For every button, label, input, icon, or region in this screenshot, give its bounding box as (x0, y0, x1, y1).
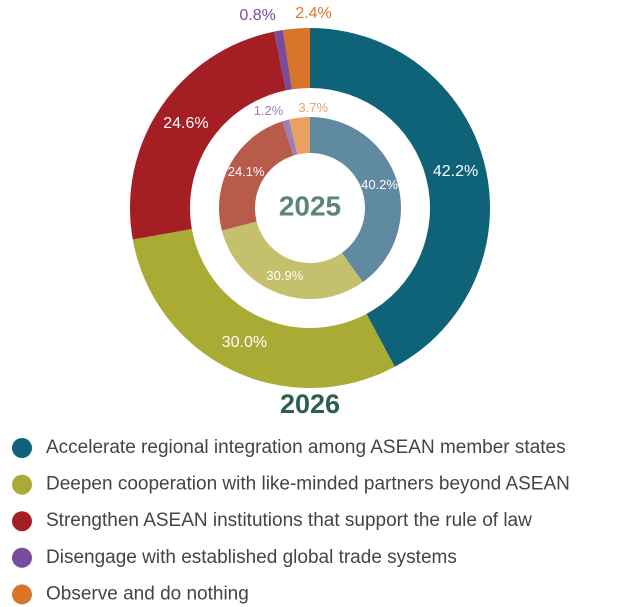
data-label: 24.1% (228, 164, 265, 179)
data-label: 0.8% (239, 7, 275, 24)
data-label: 3.7% (298, 100, 328, 115)
data-label: 2.4% (295, 5, 331, 22)
outer-ring-label: 2026 (280, 389, 340, 419)
legend-label: Accelerate regional integration among AS… (46, 437, 566, 458)
donut-segment (310, 117, 402, 283)
legend-marker (12, 438, 32, 458)
legend-marker (12, 547, 32, 568)
donut-segment (274, 30, 292, 91)
donut-segment (282, 28, 310, 90)
data-label: 1.2% (254, 103, 284, 118)
data-label: 42.2% (433, 163, 478, 180)
donut-segment (310, 28, 490, 367)
donut-segment (221, 221, 363, 299)
donut-segment (289, 117, 310, 155)
data-label: 24.6% (163, 115, 208, 132)
legend-label: Strengthen ASEAN institutions that suppo… (46, 510, 532, 531)
data-label: 40.2% (361, 177, 398, 192)
legend-marker (12, 511, 32, 532)
legend-label: Deepen cooperation with like-minded part… (46, 474, 570, 495)
legend-label: Disengage with established global trade … (46, 547, 457, 568)
data-label: 30.0% (222, 334, 267, 351)
legend-label: Observe and do nothing (46, 583, 249, 604)
legend-marker (12, 584, 32, 605)
donut-segment (282, 119, 298, 156)
donut-segment (130, 31, 287, 240)
legend-marker (12, 474, 32, 495)
donut-segment (132, 229, 395, 388)
donut-segment (219, 121, 294, 231)
data-label: 30.9% (266, 268, 303, 283)
inner-ring-label: 2025 (279, 190, 341, 221)
